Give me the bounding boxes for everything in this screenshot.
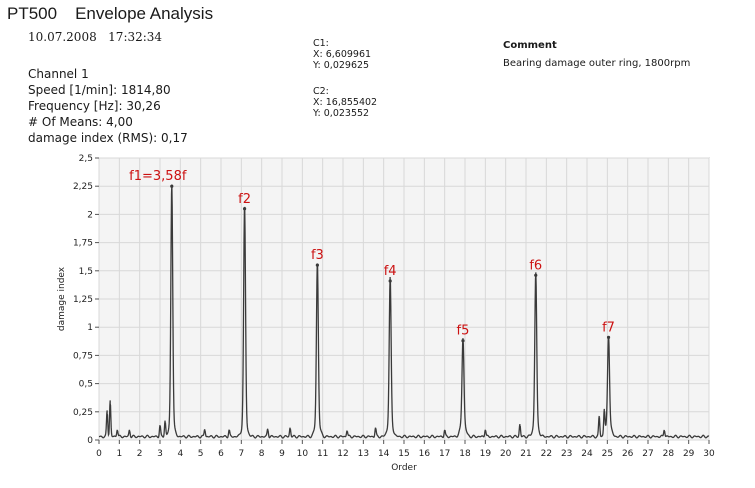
cursor-2-y: Y: 0,023552	[313, 108, 370, 119]
x-tick-label: 1	[116, 449, 122, 459]
y-tick-label: 0,75	[73, 351, 93, 361]
x-tick-label: 14	[378, 449, 390, 459]
x-tick-label: 5	[198, 449, 204, 459]
x-tick-label: 27	[642, 449, 653, 459]
x-tick-label: 19	[480, 449, 492, 459]
frequency-text: Frequency [Hz]: 30,26	[28, 99, 161, 113]
x-tick-label: 6	[218, 449, 224, 459]
x-tick-label: 17	[439, 449, 450, 459]
x-tick-label: 22	[541, 449, 552, 459]
x-tick-label: 11	[317, 449, 328, 459]
cursor-2-label: C2:	[313, 86, 329, 97]
y-tick-label: 1,5	[79, 267, 93, 277]
x-tick-label: 29	[683, 449, 695, 459]
y-axis-label: damage index	[57, 266, 67, 331]
cursor-2-readout: C2: X: 16,855402 Y: 0,023552	[313, 86, 377, 119]
x-tick-label: 13	[358, 449, 369, 459]
y-tick-label: 1,25	[73, 295, 93, 305]
x-tick-label: 9	[279, 449, 285, 459]
y-tick-label: 1,75	[73, 239, 93, 249]
device-name: PT500	[7, 4, 58, 23]
peak-label: f6	[529, 258, 542, 273]
x-tick-label: 4	[177, 449, 183, 459]
peak-label: f1=3,58f	[129, 169, 187, 184]
x-tick-label: 20	[500, 449, 512, 459]
x-tick-label: 26	[622, 449, 634, 459]
peak-point	[242, 207, 247, 211]
y-tick-label: 0,25	[73, 408, 93, 418]
x-tick-label: 8	[259, 449, 265, 459]
channel-text: Channel 1	[28, 67, 89, 81]
x-axis-label: Order	[391, 463, 417, 473]
cursor-1-label: C1:	[313, 38, 329, 49]
x-tick-label: 7	[238, 449, 244, 459]
x-tick-label: 28	[663, 449, 675, 459]
page-title: PT500 Envelope Analysis	[7, 4, 213, 24]
x-tick-label: 16	[419, 449, 431, 459]
cursor-2-x: X: 16,855402	[313, 97, 378, 108]
x-tick-label: 12	[337, 449, 348, 459]
peak-point	[388, 279, 392, 283]
time-text: 17:32:34	[108, 30, 163, 44]
x-tick-label: 2	[137, 449, 143, 459]
x-tick-label: 21	[520, 449, 531, 459]
analysis-title: Envelope Analysis	[75, 4, 214, 23]
x-tick-label: 25	[602, 449, 613, 459]
damage-index-text: damage index (RMS): 0,17	[28, 131, 188, 145]
x-tick-label: 24	[581, 449, 593, 459]
y-tick-label: 2	[87, 210, 93, 220]
peak-label: f7	[602, 320, 615, 335]
x-tick-label: 30	[703, 449, 715, 459]
x-tick-label: 10	[297, 449, 309, 459]
peak-point	[315, 263, 319, 267]
x-tick-label: 15	[398, 449, 409, 459]
peak-point	[606, 335, 611, 339]
date-text: 10.07.2008	[28, 30, 97, 44]
peak-label: f2	[238, 192, 251, 207]
x-tick-label: 18	[459, 449, 471, 459]
peak-point	[461, 339, 465, 343]
y-tick-label: 2,5	[79, 154, 93, 164]
spectrum-line	[98, 184, 710, 439]
cursor-1-readout: C1: X: 6,609961 Y: 0,029625	[313, 38, 371, 71]
y-tick-label: 0,5	[79, 380, 93, 390]
peak-label: f4	[384, 264, 397, 279]
peak-label: f3	[311, 248, 324, 263]
speed-text: Speed [1/min]: 1814,80	[28, 83, 171, 97]
comment-text: Bearing damage outer ring, 1800rpm	[503, 58, 691, 69]
peak-label: f5	[457, 324, 470, 339]
x-tick-label: 3	[157, 449, 163, 459]
cursor-1-x: X: 6,609961	[313, 49, 372, 60]
cursor-1-y: Y: 0,029625	[313, 60, 370, 71]
measurement-info: Channel 1 Speed [1/min]: 1814,80 Frequen…	[28, 66, 188, 146]
peak-point	[170, 184, 174, 188]
comment-heading: Comment	[503, 40, 557, 51]
means-text: # Of Means: 4,00	[28, 115, 133, 129]
x-tick-label: 0	[96, 449, 102, 459]
y-tick-label: 0	[87, 436, 93, 446]
timestamp: 10.07.2008 17:32:34	[28, 30, 162, 44]
y-tick-label: 2,25	[73, 182, 93, 192]
y-tick-label: 1	[87, 323, 93, 333]
x-tick-label: 23	[561, 449, 572, 459]
peak-point	[534, 273, 538, 277]
